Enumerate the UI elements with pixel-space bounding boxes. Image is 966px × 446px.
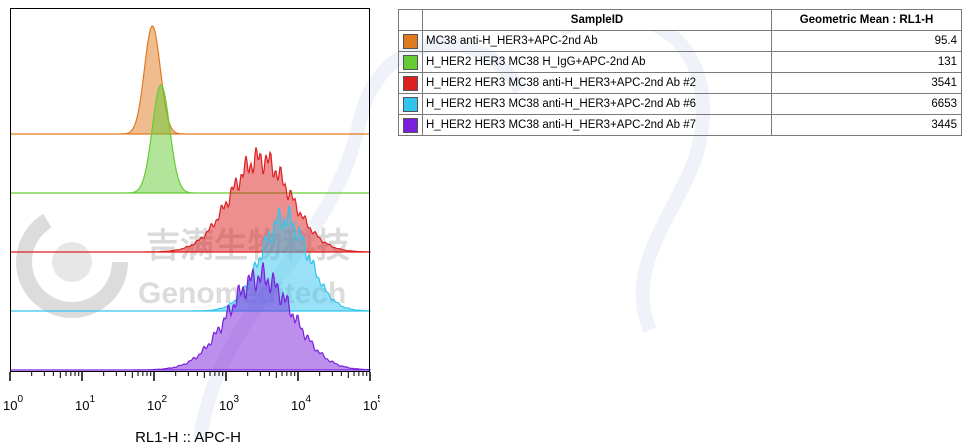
table-row: H_HER2 HER3 MC38 H_IgG+APC-2nd Ab 131 (398, 51, 962, 73)
x-tick-label: 102 (147, 394, 167, 413)
geometric-mean-cell: 6653 (771, 93, 962, 115)
histogram-series-3 (10, 147, 371, 253)
color-swatch (403, 75, 418, 91)
x-tick-label: 103 (219, 394, 239, 413)
color-swatch (403, 96, 418, 112)
histogram-series-4 (10, 205, 371, 312)
sample-id-cell: H_HER2 HER3 MC38 anti-H_HER3+APC-2nd Ab … (422, 72, 772, 94)
color-swatch (403, 117, 418, 133)
table-row: H_HER2 HER3 MC38 anti-H_HER3+APC-2nd Ab … (398, 114, 962, 136)
table-row: H_HER2 HER3 MC38 anti-H_HER3+APC-2nd Ab … (398, 93, 962, 115)
histogram-series-2 (10, 84, 370, 194)
header-geometric-mean: Geometric Mean : RL1-H (771, 9, 962, 31)
swatch-cell (398, 114, 423, 136)
color-swatch (403, 33, 418, 49)
table-row: MC38 anti-H_HER3+APC-2nd Ab 95.4 (398, 30, 962, 52)
geometric-mean-cell: 131 (771, 51, 962, 73)
sample-id-cell: H_HER2 HER3 MC38 anti-H_HER3+APC-2nd Ab … (422, 93, 772, 115)
histogram-chart: 100 101 102 103 104 105 RL1-H :: APC-H (3, 8, 380, 446)
x-tick-label: 105 (363, 394, 380, 413)
swatch-cell (398, 51, 423, 73)
plot-frame (10, 8, 370, 372)
color-swatch (403, 54, 418, 70)
swatch-cell (398, 72, 423, 94)
plot-area (10, 25, 371, 371)
table-header-row: SampleID Geometric Mean : RL1-H (398, 9, 962, 31)
header-sample-id: SampleID (422, 9, 772, 31)
header-swatch (398, 9, 423, 31)
sample-id-cell: H_HER2 HER3 MC38 H_IgG+APC-2nd Ab (422, 51, 772, 73)
sample-legend-table: SampleID Geometric Mean : RL1-H MC38 ant… (398, 9, 962, 136)
x-tick-label: 100 (3, 394, 23, 413)
x-tick-label: 104 (291, 394, 311, 413)
sample-id-cell: MC38 anti-H_HER3+APC-2nd Ab (422, 30, 772, 52)
x-axis-ticks (9, 372, 371, 381)
sample-id-cell: H_HER2 HER3 MC38 anti-H_HER3+APC-2nd Ab … (422, 114, 772, 136)
geometric-mean-cell: 95.4 (771, 30, 962, 52)
histogram-series-1 (10, 25, 370, 135)
table-row: H_HER2 HER3 MC38 anti-H_HER3+APC-2nd Ab … (398, 72, 962, 94)
geometric-mean-cell: 3541 (771, 72, 962, 94)
x-axis-title: RL1-H :: APC-H (135, 429, 241, 446)
histogram-series-5 (10, 262, 371, 371)
x-tick-label: 101 (75, 394, 95, 413)
swatch-cell (398, 93, 423, 115)
geometric-mean-cell: 3445 (771, 114, 962, 136)
swatch-cell (398, 30, 423, 52)
x-axis-tick-labels: 100 101 102 103 104 105 (3, 394, 380, 413)
